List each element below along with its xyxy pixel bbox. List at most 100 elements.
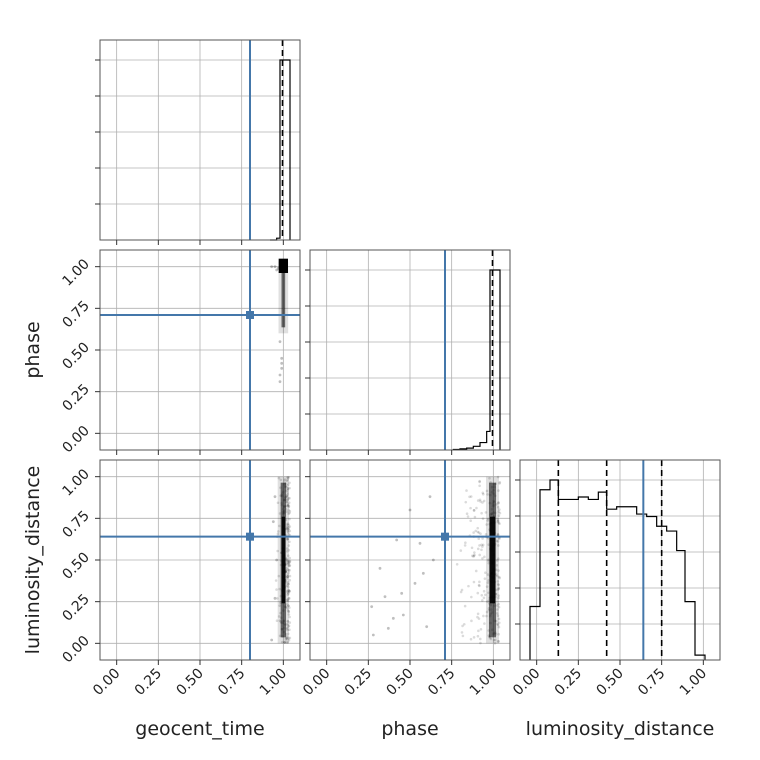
scatter-point — [460, 588, 464, 592]
scatter-point — [285, 510, 289, 514]
scatter-point — [283, 479, 286, 482]
outlier-point-4 — [401, 613, 405, 617]
scatter-point — [286, 573, 290, 577]
scatter-point — [472, 531, 475, 534]
scatter-point — [286, 478, 289, 482]
outlier-point-0 — [370, 605, 374, 609]
scatter-point — [288, 496, 291, 500]
scatter-point — [287, 533, 291, 536]
scatter-point — [455, 563, 459, 566]
scatter-point — [285, 606, 289, 610]
scatter-point — [486, 573, 490, 576]
scatter-point — [479, 500, 482, 503]
scatter-point — [280, 640, 284, 644]
scatter-point — [278, 619, 282, 622]
scatter-point — [478, 544, 481, 547]
scatter-point — [474, 569, 478, 573]
scatter-point — [497, 514, 501, 518]
scatter-point — [497, 617, 501, 621]
scatter-point — [470, 546, 474, 550]
scatter-point — [287, 636, 290, 640]
scatter-point — [469, 637, 473, 641]
scatter-point — [498, 511, 502, 515]
scatter-point — [481, 491, 485, 495]
scatter-point — [287, 496, 290, 500]
scatter-luminosity_distance_vs_geocent_time-ytick-label-1: 0.25 — [59, 591, 92, 624]
scatter-point — [288, 615, 291, 619]
outlier-point-8 — [280, 356, 284, 360]
scatter-point — [483, 555, 486, 559]
scatter-point — [286, 537, 290, 541]
scatter-point — [478, 637, 482, 641]
outlier-point-4 — [280, 366, 284, 370]
scatter-point — [287, 589, 290, 592]
scatter-point — [495, 574, 499, 578]
scatter-point — [497, 521, 501, 525]
scatter-point — [287, 610, 291, 614]
outlier-point-7 — [418, 541, 422, 545]
scatter-point — [285, 584, 289, 588]
scatter-point — [288, 559, 292, 563]
scatter-point — [496, 608, 499, 611]
scatter-point — [496, 519, 500, 523]
scatter-point — [286, 577, 289, 580]
scatter-point — [463, 604, 467, 608]
density-peak — [490, 516, 495, 604]
scatter-point — [497, 605, 501, 609]
scatter-point — [286, 487, 290, 491]
scatter-luminosity_distance_vs_geocent_time-xtick-label-4: 1.00 — [257, 666, 290, 699]
scatter-point — [288, 597, 291, 600]
scatter-point — [495, 622, 499, 626]
scatter-point — [286, 641, 290, 644]
scatter-point — [497, 632, 500, 636]
scatter-point — [486, 517, 490, 521]
scatter-point — [287, 527, 291, 531]
xlabel-luminosity-distance: luminosity_distance — [526, 718, 715, 740]
scatter-point — [286, 498, 290, 501]
scatter-point — [286, 476, 289, 479]
scatter-point — [286, 632, 290, 636]
scatter-point — [463, 544, 467, 547]
scatter-point — [493, 641, 497, 645]
scatter-point — [476, 634, 480, 638]
scatter-point — [496, 520, 500, 524]
scatter-point — [496, 580, 500, 583]
outlier-point-3 — [273, 596, 277, 600]
scatter-point — [286, 598, 289, 601]
scatter-point — [496, 505, 500, 509]
scatter-luminosity_distance_vs_geocent_time-xtick-label-2: 0.50 — [173, 666, 206, 699]
outlier-point-2 — [386, 626, 390, 630]
scatter-phase_vs_geocent_time-ytick-label-0: 0.00 — [59, 423, 92, 456]
hist-panel-luminosity_distance: 0.00 0.25 0.50 0.75 1.00 — [510, 459, 721, 699]
scatter-point — [287, 609, 291, 613]
scatter-point — [288, 511, 291, 515]
scatter-point — [473, 515, 477, 519]
scatter-point — [472, 509, 476, 512]
scatter-point — [278, 524, 281, 528]
scatter-point — [465, 512, 469, 516]
scatter-point — [286, 483, 290, 487]
scatter-point — [288, 529, 292, 533]
scatter-point — [286, 628, 290, 632]
scatter-point — [286, 575, 289, 579]
scatter-panel-luminosity_distance-vs-phase: 0.00 0.25 0.50 0.75 1.00 — [300, 459, 511, 699]
scatter-point — [460, 631, 464, 634]
scatter-point — [287, 504, 291, 508]
scatter-point — [478, 484, 481, 488]
scatter-point — [286, 560, 290, 564]
scatter-point — [287, 597, 291, 600]
scatter-luminosity_distance_vs_geocent_time-ytick-label-0: 0.00 — [59, 633, 92, 666]
scatter-point — [283, 478, 287, 481]
scatter-point — [467, 584, 470, 588]
scatter-point — [497, 557, 500, 560]
scatter-point — [496, 518, 500, 522]
scatter-point — [287, 585, 290, 589]
scatter-point — [495, 539, 499, 543]
scatter-point — [287, 523, 290, 527]
scatter-point — [276, 501, 280, 505]
scatter-point — [285, 603, 289, 606]
scatter-point — [287, 544, 291, 547]
scatter-point — [286, 504, 290, 507]
scatter-point — [476, 530, 480, 534]
scatter-point — [285, 523, 289, 526]
